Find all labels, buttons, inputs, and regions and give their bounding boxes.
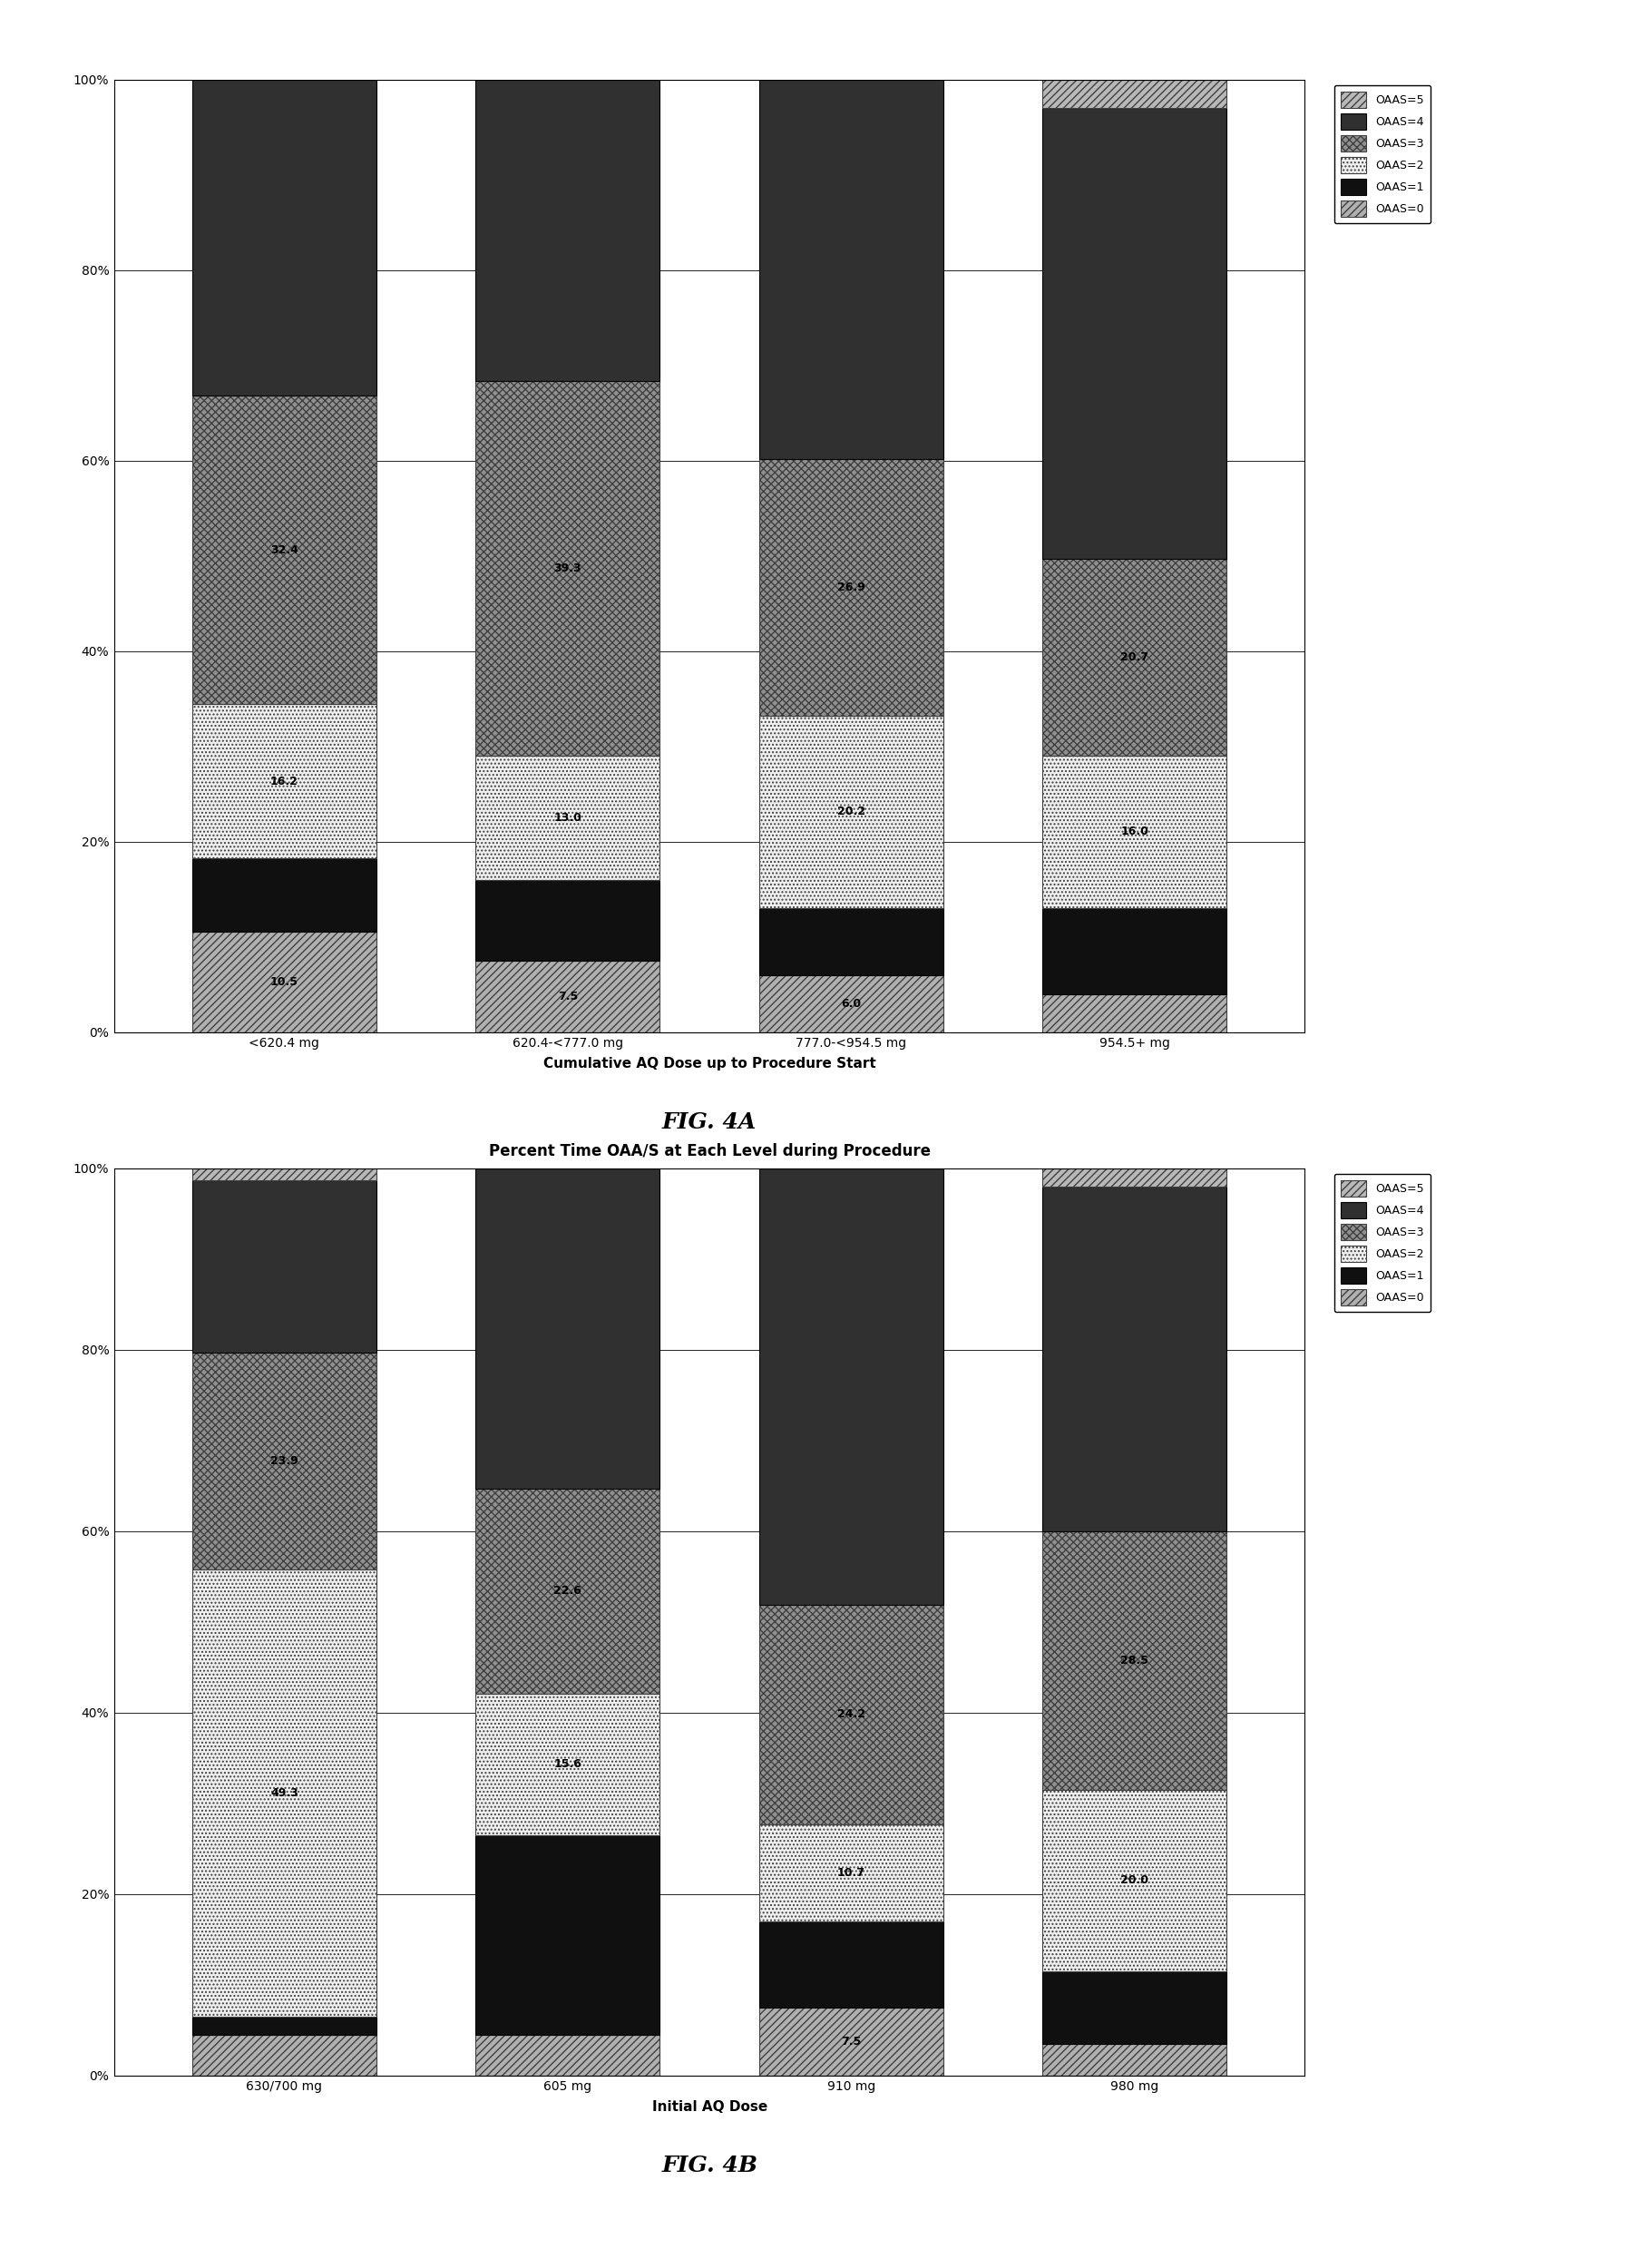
Text: 10.7: 10.7 xyxy=(837,1867,866,1878)
Text: 32.4: 32.4 xyxy=(271,544,298,556)
Bar xyxy=(476,2034,661,2075)
Bar xyxy=(476,1488,661,1694)
Bar xyxy=(476,1694,661,1835)
Title: Percent Time OAA/S at Each Level during Procedure: Percent Time OAA/S at Each Level during … xyxy=(489,1143,930,1159)
Bar xyxy=(476,1835,661,2034)
Text: 10.5: 10.5 xyxy=(271,975,298,989)
Bar xyxy=(1042,109,1227,558)
Text: 6.0: 6.0 xyxy=(842,998,861,1009)
Text: 15.6: 15.6 xyxy=(555,1758,582,1769)
Bar xyxy=(192,79,377,395)
Text: FIG. 4B: FIG. 4B xyxy=(662,2155,757,2177)
Text: 28.5: 28.5 xyxy=(1120,1653,1148,1667)
Bar xyxy=(476,79,661,381)
Bar xyxy=(758,1603,943,1823)
Text: 26.9: 26.9 xyxy=(837,581,864,594)
Bar xyxy=(192,395,377,705)
Bar xyxy=(1042,1531,1227,1789)
Bar xyxy=(192,1352,377,1569)
Bar xyxy=(758,2007,943,2075)
Bar xyxy=(1042,1186,1227,1531)
Bar xyxy=(758,975,943,1032)
Bar xyxy=(1042,1789,1227,1971)
Text: 24.2: 24.2 xyxy=(837,1708,866,1719)
Bar xyxy=(476,880,661,962)
X-axis label: Cumulative AQ Dose up to Procedure Start: Cumulative AQ Dose up to Procedure Start xyxy=(543,1057,876,1070)
Bar xyxy=(192,2034,377,2075)
Bar xyxy=(192,1179,377,1352)
Bar xyxy=(192,860,377,932)
Bar xyxy=(476,755,661,880)
Bar xyxy=(1042,79,1227,109)
Bar xyxy=(758,1921,943,2007)
Bar xyxy=(758,460,943,717)
Text: 22.6: 22.6 xyxy=(555,1585,582,1597)
Bar xyxy=(1042,558,1227,755)
Bar xyxy=(476,381,661,755)
Legend: OAAS=5, OAAS=4, OAAS=3, OAAS=2, OAAS=1, OAAS=0: OAAS=5, OAAS=4, OAAS=3, OAAS=2, OAAS=1, … xyxy=(1334,1175,1430,1311)
Text: 13.0: 13.0 xyxy=(555,812,582,823)
Bar xyxy=(476,962,661,1032)
X-axis label: Initial AQ Dose: Initial AQ Dose xyxy=(652,2100,767,2114)
Bar xyxy=(192,1569,377,2016)
Bar xyxy=(758,79,943,460)
Text: 23.9: 23.9 xyxy=(271,1454,298,1467)
Text: 20.7: 20.7 xyxy=(1120,651,1148,662)
Bar xyxy=(1042,2043,1227,2075)
Bar xyxy=(192,2016,377,2034)
Text: 7.5: 7.5 xyxy=(558,991,577,1002)
Text: 7.5: 7.5 xyxy=(842,2034,861,2048)
Bar xyxy=(192,705,377,860)
Bar xyxy=(758,907,943,975)
Bar xyxy=(1042,755,1227,907)
Text: 16.2: 16.2 xyxy=(271,776,298,787)
Text: 16.0: 16.0 xyxy=(1120,826,1148,837)
Text: 20.0: 20.0 xyxy=(1120,1873,1148,1887)
Bar xyxy=(1042,993,1227,1032)
Bar xyxy=(192,1168,377,1179)
Bar xyxy=(1042,1971,1227,2043)
Bar xyxy=(1042,907,1227,993)
Text: 20.2: 20.2 xyxy=(837,805,866,819)
Bar xyxy=(758,1823,943,1921)
Bar xyxy=(758,1168,943,1603)
Legend: OAAS=5, OAAS=4, OAAS=3, OAAS=2, OAAS=1, OAAS=0: OAAS=5, OAAS=4, OAAS=3, OAAS=2, OAAS=1, … xyxy=(1334,84,1430,222)
Text: FIG. 4A: FIG. 4A xyxy=(662,1111,757,1134)
Bar xyxy=(192,932,377,1032)
Text: 39.3: 39.3 xyxy=(555,562,582,574)
Bar xyxy=(1042,1168,1227,1186)
Bar xyxy=(758,717,943,907)
Text: 49.3: 49.3 xyxy=(271,1787,298,1799)
Bar xyxy=(476,1168,661,1488)
